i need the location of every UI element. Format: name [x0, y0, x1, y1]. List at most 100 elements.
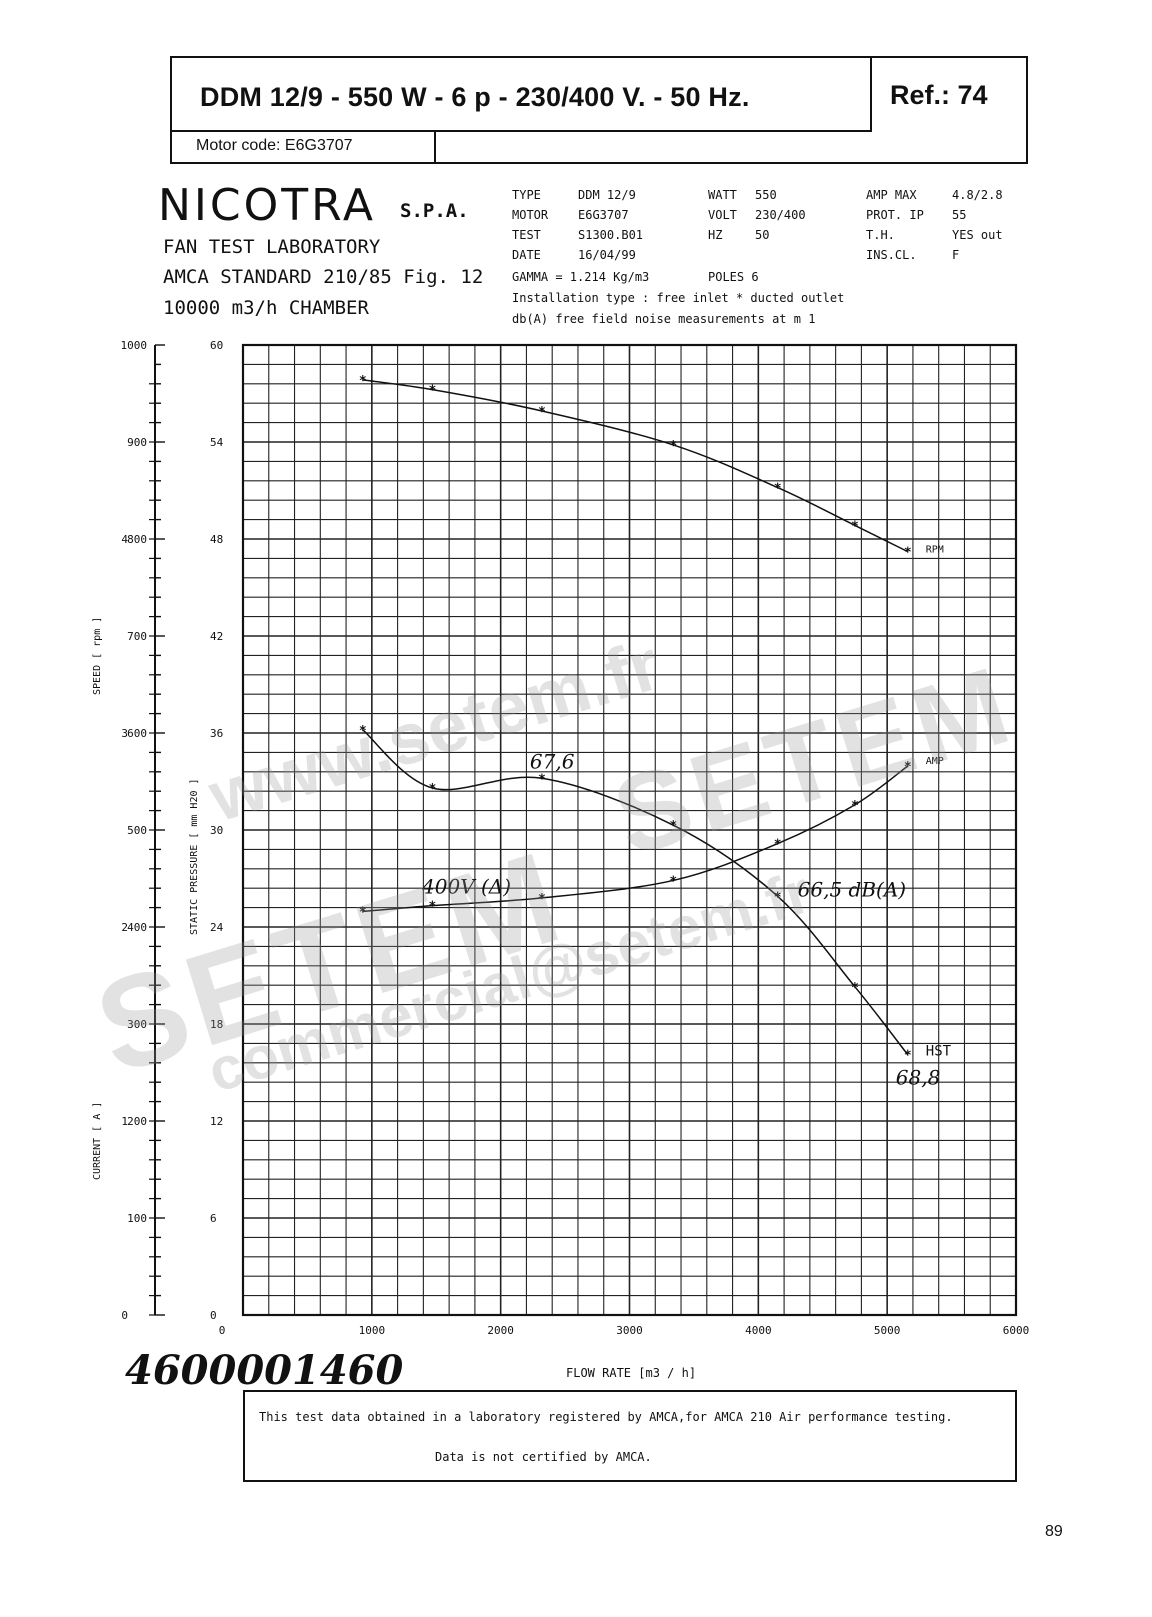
spec-test-value: S1300.B01 — [578, 228, 644, 242]
header-box: DDM 12/9 - 550 W - 6 p - 230/400 V. - 50… — [170, 56, 1028, 164]
chart-axes: 1002003004005006007008009001000012340612… — [92, 339, 1029, 1337]
pressure-tick-label: 0 — [210, 1309, 217, 1322]
current-tick-label: 2 — [121, 921, 128, 934]
spec-installation: Installation type : free inlet * ducted … — [512, 291, 845, 305]
spec-date-value: 16/04/99 — [578, 248, 636, 262]
series-point-rpm: * — [359, 374, 367, 389]
x-axis-label: FLOW RATE [m3 / h] — [566, 1366, 697, 1380]
annotation: 400V (Δ) — [421, 875, 511, 899]
current-tick-label: 3 — [121, 727, 128, 740]
x-tick-label: 4000 — [745, 1324, 772, 1337]
series-line-hst — [362, 729, 909, 1056]
chart-series: * * * * * * * * * * * * * * * * * * * * * — [359, 374, 912, 1064]
pressure-tick-label: 12 — [210, 1115, 223, 1128]
speed-tick-label: 300 — [127, 1018, 147, 1031]
spec-motor-label: MOTOR — [512, 208, 549, 222]
speed-tick-label: 100 — [127, 1212, 147, 1225]
series-line-amp — [362, 765, 909, 913]
series-point-amp: * — [904, 760, 912, 775]
series-name-rpm: RPM — [926, 545, 944, 556]
spec-type-label: TYPE — [512, 188, 541, 202]
header-divider — [172, 130, 870, 132]
series-point-amp: * — [538, 892, 546, 907]
series-point-rpm: * — [538, 405, 546, 420]
current-tick-label: 4 — [121, 533, 128, 546]
x-tick-label: 6000 — [1003, 1324, 1030, 1337]
spec-watt-label: WATT — [708, 188, 737, 202]
spec-amp-label: AMP MAX — [866, 188, 917, 202]
annotation: 68,8 — [896, 1066, 941, 1090]
spec-test-label: TEST — [512, 228, 541, 242]
header-divider — [434, 130, 436, 164]
speed-tick-label: 400 — [127, 921, 147, 934]
spec-volt-label: VOLT — [708, 208, 737, 222]
x-tick-label: 3000 — [616, 1324, 643, 1337]
lab-line-1: FAN TEST LABORATORY — [163, 236, 381, 258]
spec-amp-value: 4.8/2.8 — [952, 188, 1003, 202]
pressure-tick-label: 60 — [210, 339, 223, 352]
series-point-amp: * — [359, 905, 367, 920]
series-point-hst: * — [359, 724, 367, 739]
spec-watt-value: 550 — [755, 188, 777, 202]
series-point-rpm: * — [851, 519, 859, 534]
spec-poles: POLES 6 — [708, 270, 759, 284]
series-point-amp: * — [774, 838, 782, 853]
x-tick-label: 0 — [219, 1324, 226, 1337]
series-name-hst: HST — [926, 1044, 952, 1060]
series-line-rpm — [362, 379, 909, 553]
series-point-amp: * — [851, 799, 859, 814]
speed-tick-label: 500 — [127, 824, 147, 837]
amca-note-2: Data is not certified by AMCA. — [435, 1450, 652, 1464]
series-point-rpm: * — [669, 439, 677, 454]
speed-tick-label: 200 — [127, 1115, 147, 1128]
spec-noise: db(A) free field noise measurements at m… — [512, 312, 816, 326]
spec-th-value: YES out — [952, 228, 1003, 242]
pressure-tick-label: 54 — [210, 436, 224, 449]
series-point-hst: * — [538, 772, 546, 787]
speed-tick-label: 600 — [127, 727, 147, 740]
page-number: 89 — [1045, 1523, 1063, 1540]
x-tick-label: 1000 — [359, 1324, 386, 1337]
series-point-rpm: * — [774, 482, 782, 497]
series-point-hst: * — [774, 890, 782, 905]
series-point-hst: * — [669, 819, 677, 834]
annotation: 67,6 — [530, 749, 575, 773]
series-point-amp: * — [428, 900, 436, 915]
spec-volt-value: 230/400 — [755, 208, 806, 222]
pressure-tick-label: 6 — [210, 1212, 217, 1225]
spec-prot-label: PROT. IP — [866, 208, 924, 222]
spec-type-value: DDM 12/9 — [578, 188, 636, 202]
spec-date-label: DATE — [512, 248, 541, 262]
speed-tick-label: 900 — [127, 436, 147, 449]
spec-th-label: T.H. — [866, 228, 895, 242]
motor-code: Motor code: E6G3707 — [196, 137, 353, 154]
spec-gamma: GAMMA = 1.214 Kg/m3 — [512, 270, 650, 284]
lab-line-3: 10000 m3/h CHAMBER — [163, 297, 369, 319]
spec-hz-value: 50 — [755, 228, 770, 242]
amca-note-box: This test data obtained in a laboratory … — [243, 1390, 1017, 1482]
amca-note-1: This test data obtained in a laboratory … — [259, 1410, 953, 1424]
x-tick-label: 2000 — [487, 1324, 514, 1337]
spec-hz-label: HZ — [708, 228, 723, 242]
document-number: 4600001460 — [125, 1347, 404, 1394]
speed-tick-label: 700 — [127, 630, 147, 643]
lab-line-2: AMCA STANDARD 210/85 Fig. 12 — [163, 266, 484, 288]
speed-tick-label: 800 — [127, 533, 147, 546]
spec-ins-value: F — [952, 248, 960, 262]
annotation: 66,5 dB(A) — [798, 877, 906, 901]
pressure-axis-label: STATIC PRESSURE [ mm H20 ] — [189, 778, 200, 935]
series-point-hst: * — [904, 1049, 912, 1064]
spec-prot-value: 55 — [952, 208, 967, 222]
series-point-amp: * — [669, 874, 677, 889]
series-point-hst: * — [851, 981, 859, 996]
spec-motor-value: E6G3707 — [578, 208, 629, 222]
pressure-tick-label: 36 — [210, 727, 223, 740]
pressure-tick-label: 24 — [210, 921, 224, 934]
model-title: DDM 12/9 - 550 W - 6 p - 230/400 V. - 50… — [200, 82, 750, 112]
x-tick-label: 5000 — [874, 1324, 901, 1337]
reference-number: Ref.: 74 — [890, 80, 988, 110]
spec-ins-label: INS.CL. — [866, 248, 917, 262]
speed-axis-label: SPEED [ rpm ] — [92, 617, 103, 695]
pressure-tick-label: 30 — [210, 824, 223, 837]
